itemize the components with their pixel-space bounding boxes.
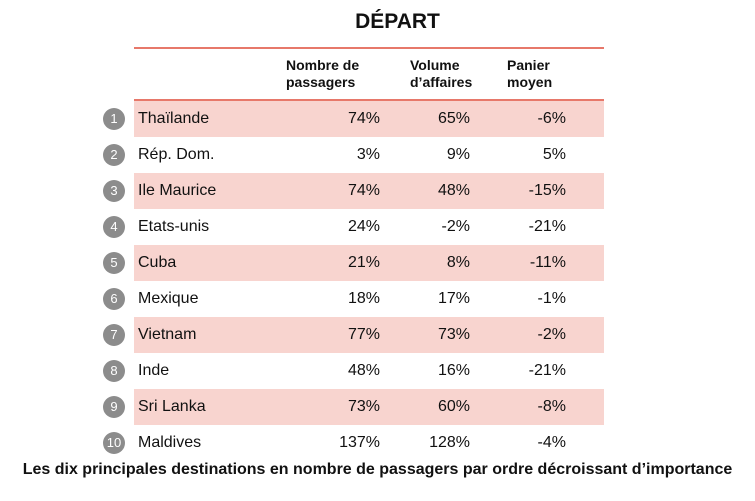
table-caption: Les dix principales destinations en nomb…: [22, 461, 733, 478]
volume-value: 128%: [429, 434, 470, 451]
rank-badge: 4: [103, 216, 125, 238]
panier-value: -21%: [528, 218, 566, 235]
column-header-volume: Volume d’affaires: [410, 57, 473, 90]
volume-value: -2%: [441, 218, 470, 235]
volume-value: 8%: [446, 254, 470, 271]
passagers-value: 74%: [347, 182, 380, 199]
column-header-passagers: Nombre de passagers: [286, 57, 360, 90]
destination-name: Cuba: [138, 254, 177, 271]
volume-value: 60%: [437, 398, 470, 415]
destination-name: Ile Maurice: [138, 182, 217, 199]
destination-name: Sri Lanka: [138, 398, 206, 415]
passagers-value: 3%: [356, 146, 380, 163]
volume-value: 9%: [446, 146, 470, 163]
rank-badge: 3: [103, 180, 125, 202]
destination-name: Mexique: [138, 290, 199, 307]
volume-value: 17%: [437, 290, 470, 307]
destination-name: Rép. Dom.: [138, 146, 215, 163]
destination-name: Etats-unis: [138, 218, 210, 235]
table-row: 3 Ile Maurice 74% 48% -15%: [103, 173, 604, 209]
volume-value: 73%: [437, 326, 470, 343]
rank-badge: 6: [103, 288, 125, 310]
passagers-value: 137%: [339, 434, 380, 451]
rank-badge: 7: [103, 324, 125, 346]
table-title: DÉPART: [355, 10, 440, 33]
table-row: 10 Maldives 137% 128% -4%: [103, 425, 604, 461]
table-row: 1 Thaïlande 74% 65% -6%: [103, 101, 604, 137]
rank-badge: 10: [103, 432, 125, 454]
passagers-value: 24%: [347, 218, 380, 235]
volume-value: 65%: [437, 110, 470, 127]
table-row: 4 Etats-unis 24% -2% -21%: [103, 209, 604, 245]
rank-badge: 5: [103, 252, 125, 274]
table-row: 6 Mexique 18% 17% -1%: [103, 281, 604, 317]
panier-value: -1%: [537, 290, 566, 307]
table-row: 2 Rép. Dom. 3% 9% 5%: [103, 137, 604, 173]
rank-badge: 1: [103, 108, 125, 130]
rank-badge: 2: [103, 144, 125, 166]
rank-badge: 8: [103, 360, 125, 382]
panier-value: -4%: [537, 434, 566, 451]
rank-badge: 9: [103, 396, 125, 418]
table-body: 1 Thaïlande 74% 65% -6% 2 Rép. Dom. 3% 9% 5% 3 Ile …: [103, 101, 604, 461]
panier-value: -15%: [528, 182, 566, 199]
table-row: 9 Sri Lanka 73% 60% -8%: [103, 389, 604, 425]
destination-name: Inde: [138, 362, 170, 379]
table-row: 5 Cuba 21% 8% -11%: [103, 245, 604, 281]
header-top-rule: [134, 47, 604, 49]
passagers-value: 21%: [347, 254, 380, 271]
panier-value: -8%: [537, 398, 566, 415]
passagers-value: 48%: [347, 362, 380, 379]
column-header-panier: Panier moyen: [507, 57, 553, 90]
volume-value: 48%: [437, 182, 470, 199]
passagers-value: 73%: [347, 398, 380, 415]
panier-value: -11%: [529, 254, 566, 271]
passagers-value: 18%: [347, 290, 380, 307]
destination-name: Maldives: [138, 434, 202, 451]
table-row: 7 Vietnam 77% 73% -2%: [103, 317, 604, 353]
destination-name: Vietnam: [138, 326, 197, 343]
passagers-value: 77%: [347, 326, 380, 343]
panier-value: -21%: [528, 362, 566, 379]
table-row: 8 Inde 48% 16% -21%: [103, 353, 604, 389]
panier-value: 5%: [542, 146, 566, 163]
panier-value: -2%: [537, 326, 566, 343]
passagers-value: 74%: [347, 110, 380, 127]
volume-value: 16%: [437, 362, 470, 379]
header-bottom-rule: [134, 99, 604, 101]
destination-name: Thaïlande: [138, 110, 210, 127]
panier-value: -6%: [537, 110, 566, 127]
